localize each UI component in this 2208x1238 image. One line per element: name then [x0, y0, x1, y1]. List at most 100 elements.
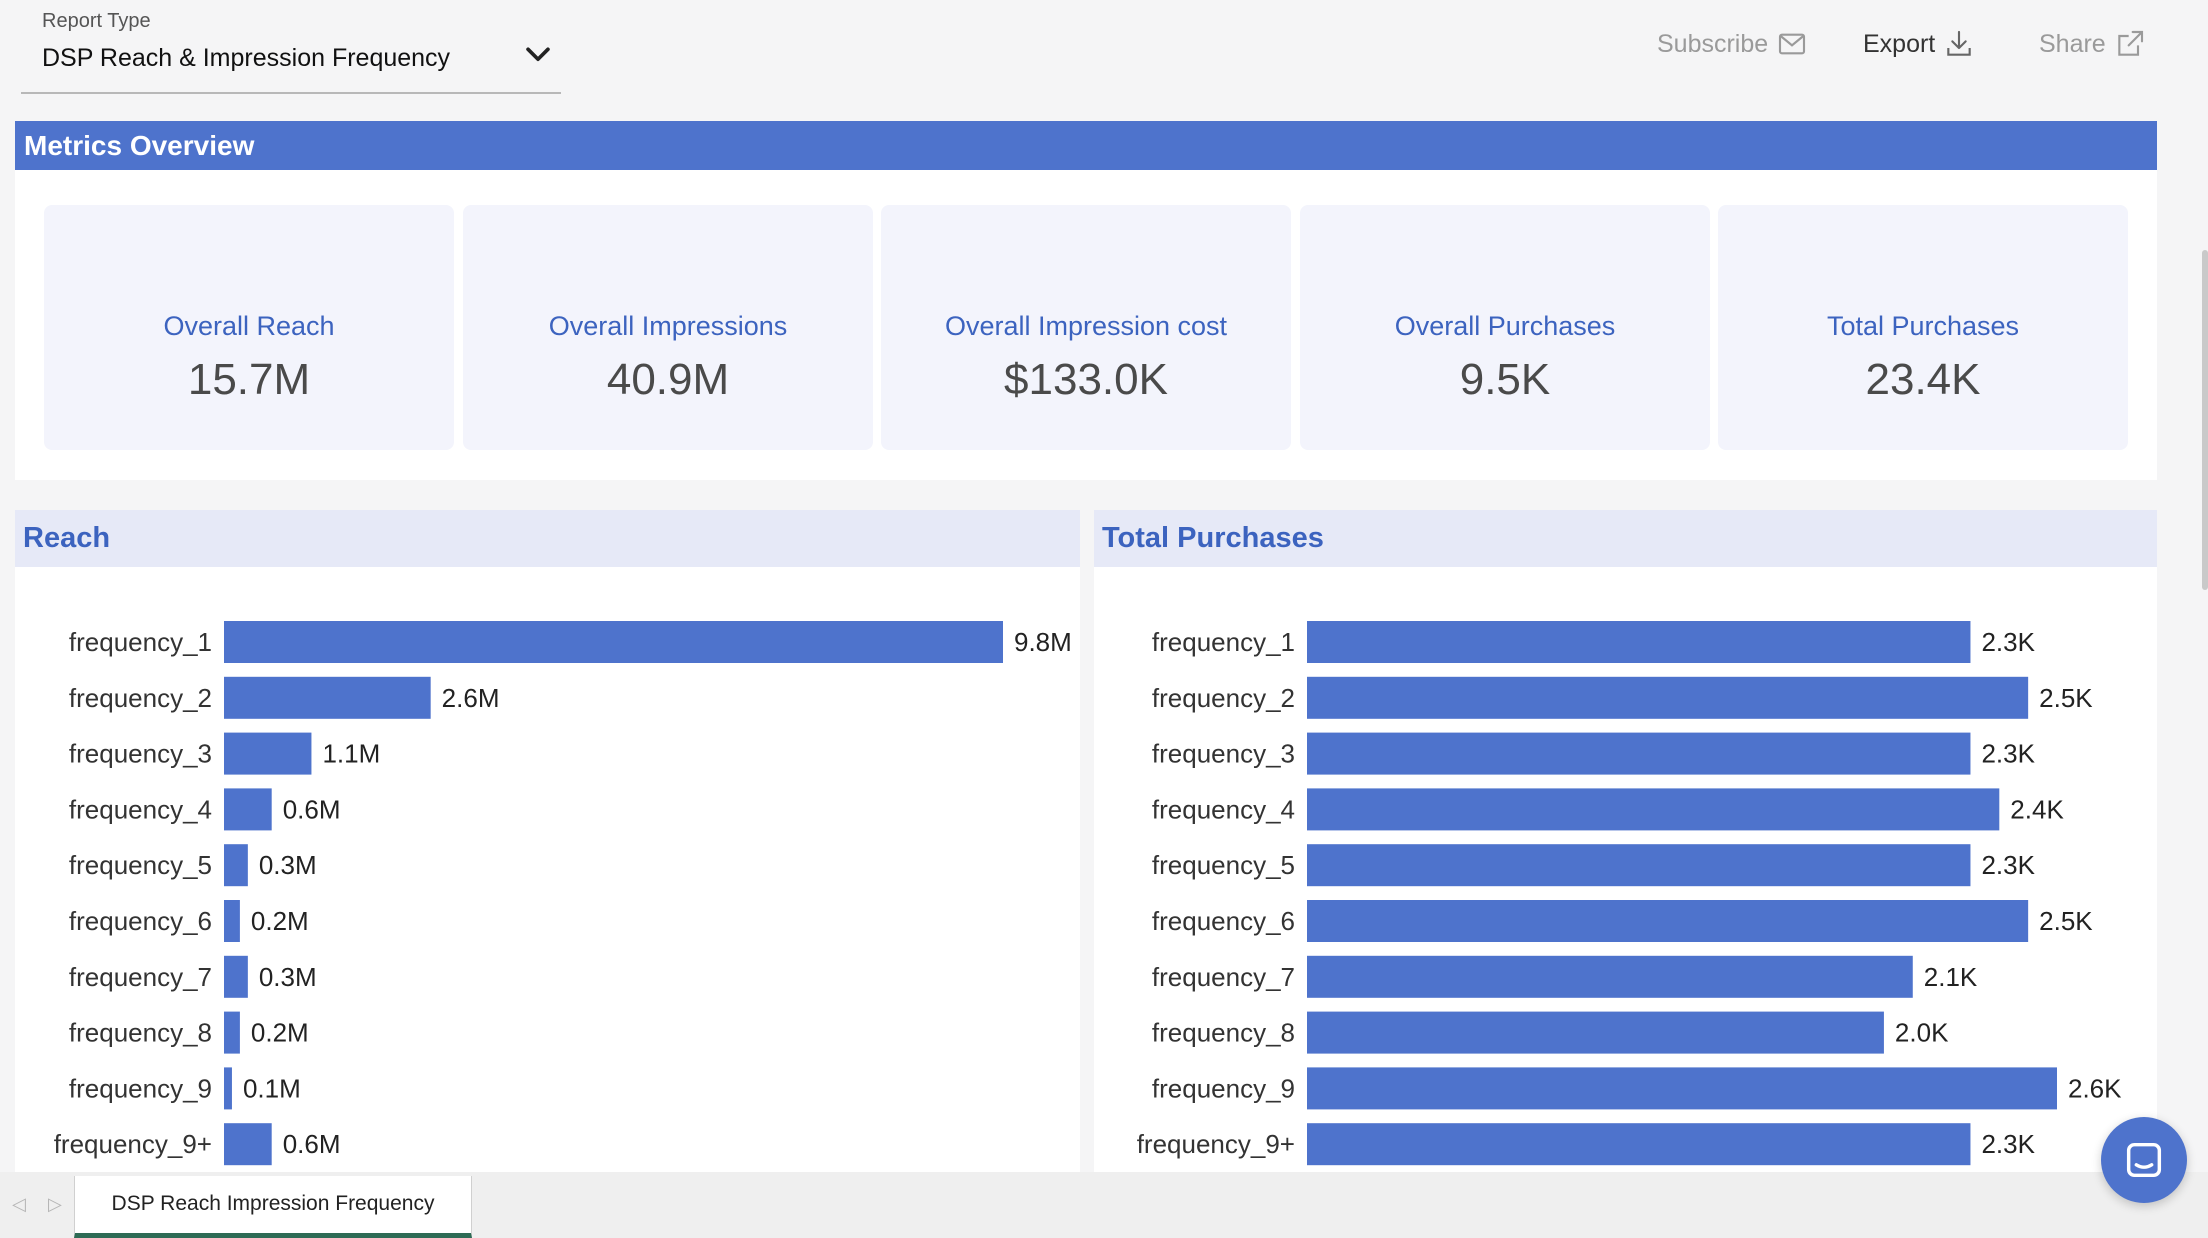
purchases-value-label: 2.1K: [1924, 962, 1978, 992]
purchases-bar[interactable]: [1307, 1011, 1884, 1054]
purchases-bar[interactable]: [1307, 621, 1971, 663]
metric-label: Total Purchases: [1826, 311, 2020, 341]
reach-bar-chart: frequency_1 9.8M frequency_2 2.6M frequency_…: [54, 621, 1072, 1166]
purchases-value-label: 2.5K: [2039, 683, 2093, 713]
purchases-category-label: frequency_6: [1152, 906, 1295, 936]
report-type-value: DSP Reach & Impression Frequency: [42, 44, 451, 72]
purchases-chart-panel: Total Purchases frequency_1 2.3K frequency…: [1094, 510, 2157, 1172]
purchases-category-label: frequency_1: [1152, 627, 1295, 657]
chat-icon: [2126, 1142, 2162, 1178]
reach-category-label: frequency_2: [69, 683, 212, 713]
reach-category-label: frequency_5: [69, 850, 212, 880]
metric-label: Overall Impression cost: [944, 311, 1228, 341]
reach-category-label: frequency_9+: [54, 1129, 212, 1159]
reach-value-label: 0.3M: [259, 850, 317, 880]
reach-bar[interactable]: [224, 900, 240, 942]
subscribe-label: Subscribe: [1657, 29, 1769, 58]
purchases-bar[interactable]: [1307, 788, 2000, 831]
chat-button[interactable]: [2101, 1117, 2187, 1203]
metric-value: $133.0K: [1004, 355, 1168, 404]
purchases-chart-title: Total Purchases: [1094, 510, 2157, 567]
tab-dsp-reach-impression-frequency[interactable]: DSP Reach Impression Frequency: [74, 1176, 472, 1238]
purchases-bar[interactable]: [1307, 676, 2029, 719]
metrics-overview-title: Metrics Overview: [15, 121, 2157, 170]
metric-value: 40.9M: [606, 355, 730, 404]
purchases-category-label: frequency_8: [1152, 1018, 1295, 1048]
metric-label: Overall Purchases: [1394, 311, 1616, 341]
export-button[interactable]: Export: [1863, 28, 1975, 60]
reach-bar[interactable]: [224, 676, 431, 719]
purchases-bar[interactable]: [1307, 955, 1913, 998]
purchases-category-label: frequency_9: [1152, 1073, 1295, 1103]
metric-value: 23.4K: [1865, 355, 1981, 404]
reach-value-label: 0.1M: [243, 1073, 301, 1103]
metric-label: Overall Reach: [163, 311, 335, 341]
purchases-value-label: 2.0K: [1895, 1018, 1949, 1048]
reach-bar[interactable]: [224, 1067, 232, 1110]
share-label: Share: [2039, 29, 2106, 58]
reach-value-label: 0.6M: [283, 1129, 341, 1159]
reach-value-label: 0.2M: [251, 1018, 309, 1048]
purchases-category-label: frequency_7: [1152, 962, 1295, 992]
metric-card-overall-impression-cost: Overall Impression cost $133.0K: [881, 205, 1291, 450]
purchases-value-label: 2.6K: [2068, 1073, 2122, 1103]
purchases-value-label: 2.3K: [1981, 1129, 2035, 1159]
reach-bar[interactable]: [224, 1011, 240, 1054]
purchases-value-label: 2.3K: [1981, 850, 2035, 880]
purchases-bar-chart: frequency_1 2.3K frequency_2 2.5K frequency_…: [1137, 621, 2122, 1166]
reach-category-label: frequency_4: [69, 794, 212, 824]
reach-category-label: frequency_3: [69, 739, 212, 769]
reach-value-label: 0.2M: [251, 906, 309, 936]
metric-card-overall-reach: Overall Reach 15.7M: [44, 205, 454, 450]
purchases-bar[interactable]: [1307, 844, 1971, 887]
reach-bar[interactable]: [224, 844, 248, 887]
share-button[interactable]: Share: [2039, 28, 2146, 60]
reach-bar[interactable]: [224, 788, 272, 831]
purchases-value-label: 2.3K: [1981, 627, 2035, 657]
reach-value-label: 0.3M: [259, 962, 317, 992]
envelope-icon: [1779, 33, 1806, 55]
tab-next-icon[interactable]: ▷: [48, 1194, 62, 1214]
purchases-value-label: 2.4K: [2010, 794, 2064, 824]
report-type-select[interactable]: Report Type DSP Reach & Impression Frequ…: [21, 0, 561, 94]
reach-value-label: 0.6M: [283, 794, 341, 824]
reach-category-label: frequency_8: [69, 1018, 212, 1048]
reach-category-label: frequency_1: [69, 627, 212, 657]
purchases-category-label: frequency_5: [1152, 850, 1295, 880]
reach-category-label: frequency_6: [69, 906, 212, 936]
reach-value-label: 2.6M: [442, 683, 500, 713]
reach-bar[interactable]: [224, 621, 1003, 663]
metric-label: Overall Impressions: [548, 311, 788, 341]
purchases-value-label: 2.3K: [1981, 739, 2035, 769]
metric-value: 15.7M: [187, 355, 311, 404]
tab-prev-icon[interactable]: ◁: [12, 1194, 26, 1214]
reach-category-label: frequency_7: [69, 962, 212, 992]
metric-card-overall-impressions: Overall Impressions 40.9M: [463, 205, 873, 450]
purchases-category-label: frequency_4: [1152, 794, 1295, 824]
reach-bar[interactable]: [224, 1123, 272, 1166]
vertical-scrollbar[interactable]: [2202, 250, 2208, 590]
purchases-bar[interactable]: [1307, 732, 1971, 775]
reach-value-label: 9.8M: [1014, 627, 1072, 657]
metric-card-total-purchases: Total Purchases 23.4K: [1718, 205, 2128, 450]
metric-card-overall-purchases: Overall Purchases 9.5K: [1300, 205, 1710, 450]
external-link-icon: [2117, 30, 2143, 56]
chevron-down-icon[interactable]: [521, 38, 555, 72]
download-icon: [1947, 30, 1971, 56]
report-type-label: Report Type: [42, 10, 151, 32]
purchases-category-label: frequency_2: [1152, 683, 1295, 713]
purchases-category-label: frequency_9+: [1137, 1129, 1295, 1159]
reach-value-label: 1.1M: [322, 739, 380, 769]
subscribe-button[interactable]: Subscribe: [1657, 28, 1808, 60]
purchases-bar[interactable]: [1307, 1067, 2057, 1110]
export-label: Export: [1863, 29, 1936, 58]
reach-bar[interactable]: [224, 955, 248, 998]
purchases-bar[interactable]: [1307, 900, 2029, 942]
reach-category-label: frequency_9: [69, 1073, 212, 1103]
reach-chart-title: Reach: [15, 510, 1080, 567]
purchases-bar[interactable]: [1307, 1123, 1971, 1166]
purchases-value-label: 2.5K: [2039, 906, 2093, 936]
purchases-category-label: frequency_3: [1152, 739, 1295, 769]
reach-bar[interactable]: [224, 732, 312, 775]
